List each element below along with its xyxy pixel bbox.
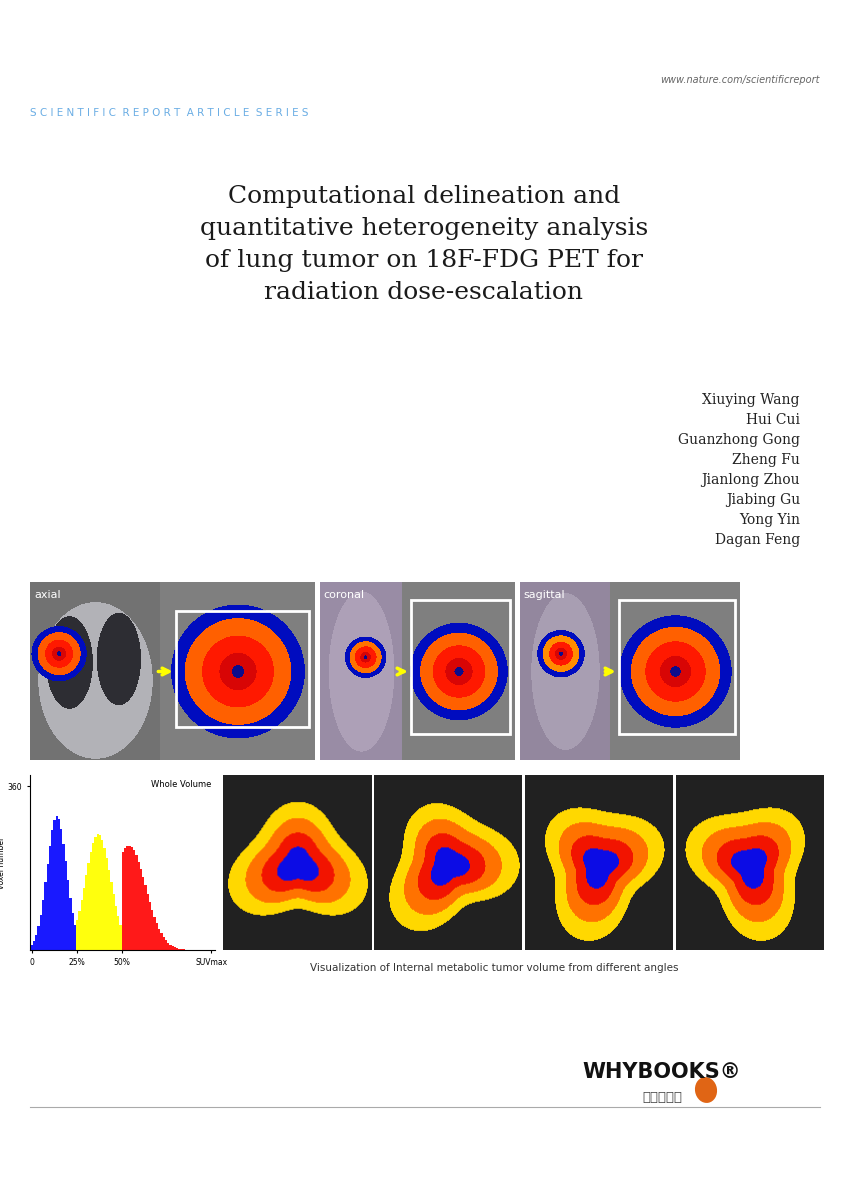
Bar — [162, 937, 165, 950]
Bar — [37, 926, 40, 950]
Bar — [51, 830, 53, 950]
Bar — [74, 925, 76, 950]
Bar — [177, 948, 178, 950]
Bar — [167, 943, 169, 950]
Bar — [110, 882, 113, 950]
Text: Hui Cui: Hui Cui — [746, 413, 800, 427]
Text: sagittal: sagittal — [524, 589, 565, 600]
Bar — [154, 917, 155, 950]
Bar — [128, 846, 131, 950]
Bar — [35, 935, 37, 950]
Bar — [87, 863, 90, 950]
Bar — [174, 947, 177, 950]
Bar — [160, 934, 162, 950]
Bar — [115, 906, 117, 950]
Bar — [76, 920, 78, 950]
Bar — [67, 880, 70, 950]
Bar — [176, 611, 308, 727]
Bar — [101, 840, 104, 950]
Bar — [108, 870, 110, 950]
Bar — [40, 914, 42, 950]
Bar — [94, 836, 97, 950]
Bar — [135, 856, 138, 950]
Text: Jiabing Gu: Jiabing Gu — [726, 493, 800, 506]
Bar — [85, 875, 87, 950]
Bar — [92, 842, 94, 950]
Bar — [140, 869, 142, 950]
Bar — [149, 902, 151, 950]
Bar — [171, 947, 174, 950]
Bar — [121, 852, 124, 950]
Bar — [98, 835, 101, 950]
Bar — [104, 847, 105, 950]
Bar — [147, 894, 149, 950]
Bar — [58, 820, 60, 950]
Bar — [42, 900, 44, 950]
Bar — [63, 844, 65, 950]
Text: 주와이북스: 주와이북스 — [642, 1091, 682, 1104]
Bar — [97, 834, 98, 950]
Text: Computational delineation and
quantitative heterogeneity analysis
of lung tumor : Computational delineation and quantitati… — [200, 185, 648, 304]
Bar — [53, 820, 56, 950]
Bar — [83, 888, 85, 950]
Text: WHYBOOKS®: WHYBOOKS® — [582, 1062, 741, 1082]
Text: S C I E N T I F I C  R E P O R T  A R T I C L E  S E R I E S: S C I E N T I F I C R E P O R T A R T I … — [30, 108, 308, 118]
Bar — [78, 911, 81, 950]
Bar — [155, 923, 158, 950]
Bar — [81, 900, 83, 950]
Text: www.nature.com/scientificreport: www.nature.com/scientificreport — [661, 74, 820, 85]
Bar — [131, 847, 133, 950]
Text: Xiuying Wang: Xiuying Wang — [702, 392, 800, 407]
Bar — [71, 913, 74, 950]
Bar — [65, 862, 67, 950]
Text: Zheng Fu: Zheng Fu — [732, 452, 800, 467]
Bar — [158, 929, 160, 950]
Bar — [124, 848, 127, 950]
Bar — [127, 846, 128, 950]
Ellipse shape — [695, 1078, 717, 1103]
Bar — [619, 600, 734, 733]
Bar — [169, 944, 171, 950]
Bar — [138, 862, 140, 950]
Text: Whole Volume: Whole Volume — [151, 780, 211, 790]
Text: axial: axial — [35, 589, 61, 600]
Bar — [144, 886, 147, 950]
Text: Jianlong Zhou: Jianlong Zhou — [701, 473, 800, 487]
Bar — [105, 858, 108, 950]
Bar — [133, 851, 135, 950]
Bar — [411, 600, 509, 733]
Bar — [113, 894, 115, 950]
Y-axis label: voxel number: voxel number — [0, 836, 6, 889]
Text: Guanzhong Gong: Guanzhong Gong — [678, 433, 800, 446]
Text: Visualization of Internal metabolic tumor volume from different angles: Visualization of Internal metabolic tumo… — [310, 962, 678, 973]
Text: Yong Yin: Yong Yin — [739, 514, 800, 527]
Bar — [142, 877, 144, 950]
Text: coronal: coronal — [323, 589, 364, 600]
Bar — [70, 898, 71, 950]
Bar — [117, 917, 120, 950]
Bar — [31, 944, 33, 950]
Bar — [33, 941, 35, 950]
Bar — [44, 882, 47, 950]
Bar — [90, 852, 92, 950]
Bar — [49, 846, 51, 950]
Bar — [178, 949, 181, 950]
Bar — [165, 941, 167, 950]
Bar — [56, 816, 58, 950]
Bar — [151, 910, 154, 950]
Bar — [47, 864, 49, 950]
Text: Dagan Feng: Dagan Feng — [715, 533, 800, 547]
Bar — [60, 829, 63, 950]
Bar — [120, 925, 121, 950]
